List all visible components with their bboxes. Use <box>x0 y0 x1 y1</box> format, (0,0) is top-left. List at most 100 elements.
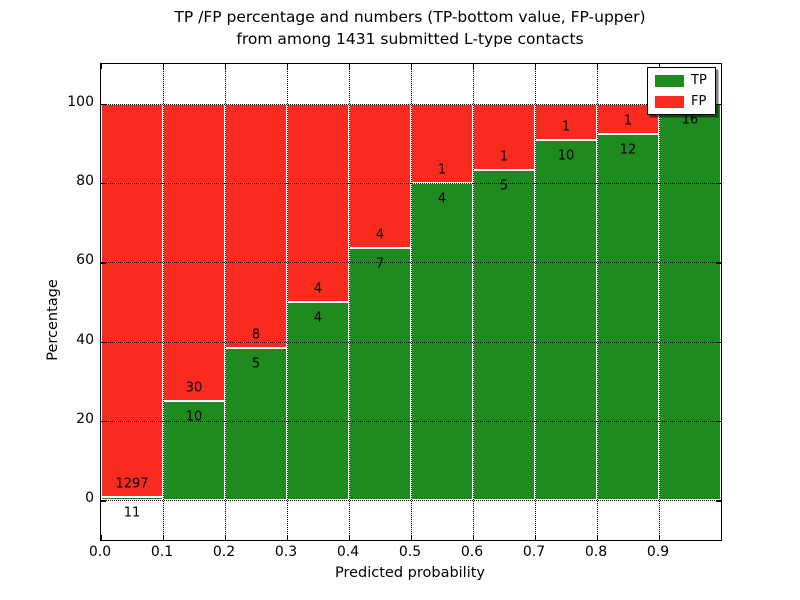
bar-label-tp: 4 <box>313 310 323 326</box>
bar-label-tp: 10 <box>185 409 203 425</box>
v-gridline <box>659 64 660 540</box>
chart-title-line1: TP /FP percentage and numbers (TP-bottom… <box>174 8 646 26</box>
tick-mark <box>716 103 721 105</box>
bar-label-fp: 8 <box>251 327 261 343</box>
v-gridline <box>535 64 536 540</box>
bar-segment-fp <box>163 103 225 402</box>
x-tick-label: 0.6 <box>460 544 484 560</box>
bar-label-fp: 1 <box>623 113 633 129</box>
x-tick-label: 0.7 <box>522 544 546 560</box>
legend-label-tp: TP <box>691 73 707 88</box>
x-tick-label: 0.4 <box>336 544 360 560</box>
bar-label-fp: 4 <box>313 281 323 297</box>
legend-item-tp: TP <box>655 74 708 87</box>
tick-mark <box>411 535 413 540</box>
x-tick-label: 0.2 <box>212 544 236 560</box>
bar-segment-fp <box>101 103 163 497</box>
x-axis-label: Predicted probability <box>334 565 486 581</box>
x-tick-label: 0.8 <box>584 544 608 560</box>
y-tick-label: 80 <box>76 173 94 189</box>
bar-segment-tp <box>473 169 535 501</box>
bar-segment-fp <box>287 103 349 302</box>
y-tick-label: 40 <box>76 331 94 348</box>
v-gridline <box>349 64 350 540</box>
tick-mark <box>101 103 106 105</box>
y-tick-label: 0 <box>85 490 94 507</box>
tick-mark <box>535 64 537 69</box>
chart-title-line2: from among 1431 submitted L-type contact… <box>236 30 584 48</box>
bar-segment-tp <box>597 134 659 501</box>
tick-mark <box>716 500 721 502</box>
legend-item-fp: FP <box>655 95 708 108</box>
v-gridline <box>473 64 474 540</box>
chart-title: TP /FP percentage and numbers (TP-bottom… <box>100 6 720 50</box>
y-tick-label: 60 <box>76 252 94 269</box>
tick-mark <box>349 535 351 540</box>
tick-mark <box>349 64 351 69</box>
tick-mark <box>101 341 106 343</box>
tick-mark <box>225 64 227 69</box>
bar-segment-tp <box>163 401 225 501</box>
x-tick-label: 0.0 <box>88 544 112 560</box>
v-gridline <box>225 64 226 540</box>
bar-segment-tp <box>101 496 163 501</box>
bar-segment-fp <box>411 103 473 183</box>
tick-mark <box>473 535 475 540</box>
tick-mark <box>597 535 599 540</box>
x-tick-label: 0.9 <box>646 544 670 560</box>
x-tick-label: 0.1 <box>150 544 174 560</box>
v-gridline <box>411 64 412 540</box>
legend-label-fp: FP <box>691 94 707 109</box>
bar-label-fp: 1 <box>561 119 571 135</box>
x-tick-label: 0.5 <box>398 544 422 560</box>
legend: TP FP <box>647 67 716 115</box>
v-gridline <box>597 64 598 540</box>
tick-mark <box>101 262 106 264</box>
x-tick-label: 0.3 <box>274 544 298 560</box>
bar-segment-fp <box>225 103 287 348</box>
bar-label-fp: 1297 <box>115 476 149 492</box>
bar-label-tp: 4 <box>437 191 447 207</box>
tick-mark <box>225 535 227 540</box>
tick-mark <box>473 64 475 69</box>
tick-mark <box>101 183 106 185</box>
legend-swatch-fp <box>655 95 684 108</box>
y-tick-label: 20 <box>76 411 94 427</box>
tick-mark <box>163 535 165 540</box>
tick-mark <box>716 341 721 343</box>
tick-mark <box>101 421 106 423</box>
bar-segment-tp <box>287 302 349 501</box>
tick-mark <box>101 64 103 69</box>
tick-mark <box>716 421 721 423</box>
tick-mark <box>287 64 289 69</box>
bar-segment-tp <box>349 247 411 501</box>
bar-label-tp: 5 <box>251 356 261 372</box>
tick-mark <box>659 64 661 69</box>
bar-segment-tp <box>659 103 721 501</box>
tick-mark <box>411 64 413 69</box>
bar-label-tp: 5 <box>499 178 509 194</box>
tick-mark <box>535 535 537 540</box>
bar-label-fp: 1 <box>499 149 509 165</box>
bar-label-fp: 4 <box>375 227 385 243</box>
bar-segment-tp <box>535 139 597 501</box>
bar-label-tp: 16 <box>681 112 699 128</box>
legend-swatch-tp <box>655 74 684 87</box>
y-axis-label: Percentage <box>45 279 61 361</box>
tick-mark <box>101 500 106 502</box>
tick-mark <box>659 535 661 540</box>
tick-mark <box>716 183 721 185</box>
y-tick-label: 100 <box>67 93 94 110</box>
bar-label-tp: 10 <box>557 148 575 164</box>
bar-label-tp: 11 <box>123 505 141 521</box>
bar-label-tp: 7 <box>375 256 385 272</box>
bar-label-fp: 30 <box>185 380 203 396</box>
bar-label-tp: 12 <box>619 142 637 158</box>
plot-area: 1297 11 30 10 8 5 4 4 4 7 1 4 1 5 1 10 1 12 16 <box>100 63 722 541</box>
tick-mark <box>597 64 599 69</box>
v-gridline <box>163 64 164 540</box>
tick-mark <box>716 262 721 264</box>
v-gridline <box>287 64 288 540</box>
tick-mark <box>287 535 289 540</box>
